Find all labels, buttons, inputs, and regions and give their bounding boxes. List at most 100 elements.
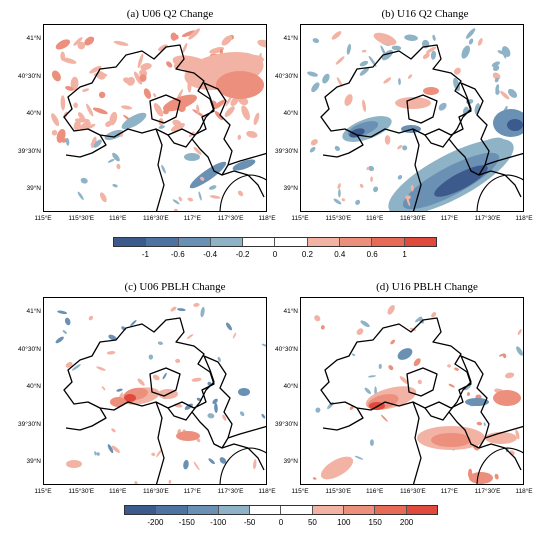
anomaly-patch	[397, 144, 403, 150]
anomaly-patch	[116, 163, 121, 170]
province-boundary	[320, 317, 472, 411]
lon-tick-label: 117°30'E	[474, 215, 501, 222]
anomaly-patch	[134, 480, 138, 484]
anomaly-patch	[90, 142, 94, 147]
anomaly-patch	[431, 312, 437, 318]
district-boundary	[65, 134, 107, 158]
q2-colorbar	[113, 237, 437, 247]
anomaly-patch	[402, 145, 408, 151]
district-boundary	[149, 367, 181, 397]
anomaly-patch	[239, 411, 245, 417]
anomaly-patch	[184, 153, 200, 161]
anomaly-patch	[246, 130, 258, 138]
anomaly-patch	[158, 125, 165, 129]
anomaly-patch	[79, 121, 91, 130]
anomaly-patch	[391, 45, 402, 51]
anomaly-patch	[369, 439, 374, 447]
map-panel-a	[43, 24, 267, 212]
anomaly-patch	[356, 328, 364, 335]
anomaly-patch	[515, 429, 520, 440]
anomaly-patch	[191, 377, 202, 382]
anomaly-patch	[373, 32, 397, 46]
anomaly-patch	[438, 102, 447, 111]
coastline	[219, 447, 266, 484]
anomaly-patch	[209, 195, 221, 199]
anomaly-patch	[368, 165, 375, 172]
anomaly-patch	[253, 459, 257, 470]
colorbar-swatch	[155, 506, 187, 514]
lon-tick-label: 118°E	[258, 488, 276, 495]
anomaly-patch	[208, 185, 217, 190]
anomaly-patch	[431, 433, 471, 447]
anomaly-patch	[397, 348, 413, 360]
anomaly-patch	[151, 452, 156, 456]
colorbar-swatch	[343, 506, 375, 514]
anomaly-patch	[121, 105, 133, 110]
anomaly-patch	[383, 77, 392, 84]
anomaly-patch	[175, 358, 181, 363]
anomaly-patch	[261, 343, 266, 347]
anomaly-patch	[186, 334, 194, 339]
lon-tick-label: 115°E	[291, 215, 309, 222]
province-boundary	[191, 82, 233, 176]
lat-tick-label: 40°30'N	[18, 345, 41, 353]
anomaly-patch	[407, 74, 413, 79]
lat-tick-label: 39°N	[283, 457, 298, 465]
anomaly-patch	[232, 159, 256, 171]
colorbar-swatch	[306, 238, 340, 246]
colorbar-swatch	[249, 506, 281, 514]
anomaly-patch	[92, 107, 108, 115]
colorbar-swatch	[311, 506, 344, 514]
district-boundary	[484, 425, 523, 439]
lat-tick-label: 40°N	[26, 110, 41, 118]
anomaly-patch	[507, 88, 518, 98]
district-boundary	[484, 152, 523, 166]
anomaly-patch	[465, 28, 476, 39]
colorbar-swatch	[217, 506, 250, 514]
anomaly-patch	[312, 477, 317, 480]
anomaly-patch	[73, 120, 81, 131]
anomaly-patch	[338, 189, 341, 198]
panel-title-d: (d) U16 PBLH Change	[376, 281, 478, 293]
anomaly-patch	[370, 176, 373, 182]
anomaly-patch	[430, 50, 437, 60]
anomaly-patch	[241, 105, 250, 121]
anomaly-patch	[397, 174, 403, 180]
anomaly-patch	[65, 137, 70, 146]
anomaly-patch	[320, 456, 354, 480]
anomaly-patch	[335, 56, 345, 65]
anomaly-patch	[311, 82, 320, 93]
anomaly-patch	[80, 177, 88, 184]
lat-tick-label: 39°N	[26, 184, 41, 192]
anomaly-patch	[133, 71, 143, 85]
lon-tick-label: 115°30'E	[325, 215, 352, 222]
anomaly-patch	[168, 479, 172, 484]
colorbar-swatch	[274, 238, 307, 246]
anomaly-patch	[56, 129, 66, 143]
district-boundary	[406, 94, 438, 124]
anomaly-patch	[110, 397, 126, 407]
colorbar-label: -50	[243, 518, 256, 527]
anomaly-patch	[373, 186, 379, 193]
anomaly-patch	[166, 61, 173, 68]
anomaly-patch	[65, 362, 73, 368]
anomaly-patch	[361, 49, 367, 53]
anomaly-patch	[341, 198, 346, 202]
anomaly-patch	[384, 135, 391, 145]
lat-tick-label: 39°N	[283, 184, 298, 192]
anomaly-patch	[123, 77, 133, 85]
anomaly-patch	[170, 32, 177, 41]
anomaly-patch	[476, 421, 483, 426]
anomaly-patch	[485, 432, 517, 444]
colorbar-label: 0.6	[366, 250, 378, 259]
colorbar-label: 1	[402, 250, 407, 259]
anomaly-patch	[425, 46, 437, 54]
anomaly-patch	[139, 74, 147, 82]
anomaly-patch	[51, 129, 58, 136]
district-boundary	[221, 443, 265, 471]
province-boundary	[448, 82, 490, 176]
colorbar-label: -100	[210, 518, 227, 527]
anomaly-patch	[315, 407, 321, 413]
anomaly-patch	[207, 413, 215, 419]
lon-tick-label: 117°E	[183, 488, 201, 495]
